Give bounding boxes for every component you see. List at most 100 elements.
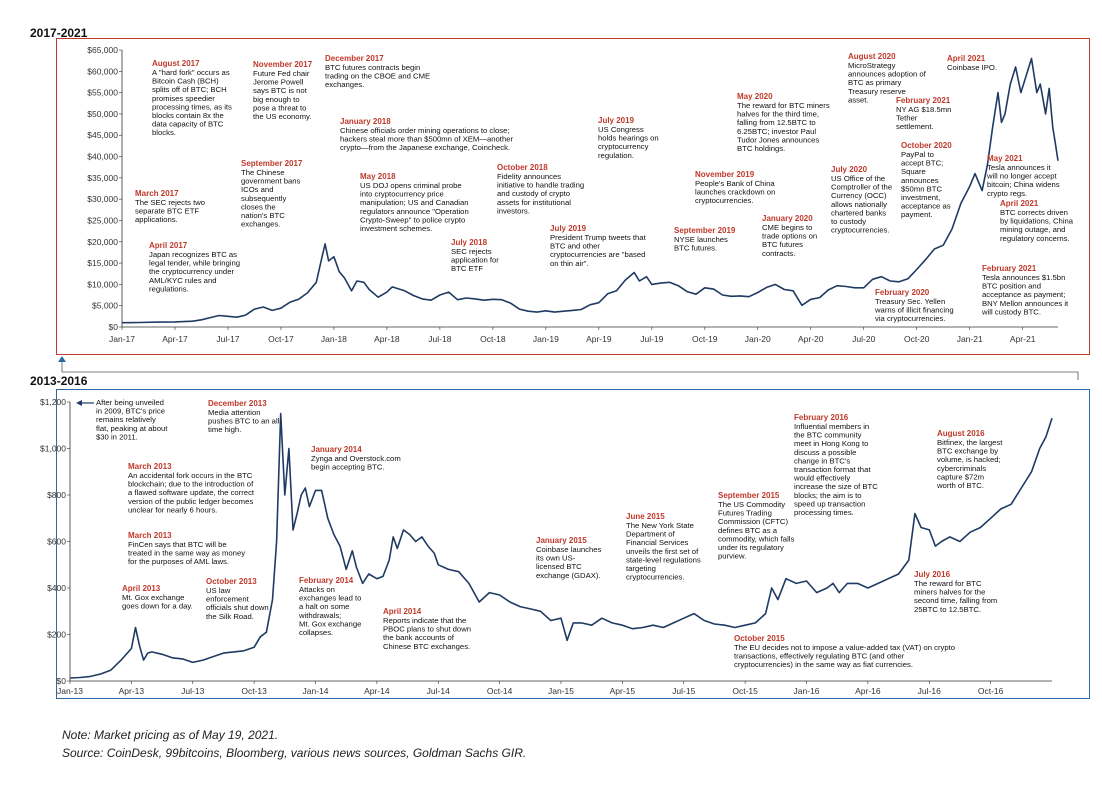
annotation-text: People's Bank of China [695, 179, 775, 188]
annotation-text: splits off of BTC; BCH [152, 85, 227, 94]
annotation-text: blocks; the aim is to [794, 491, 862, 500]
annotation-text: cryptocurrencies are "based [550, 250, 645, 259]
annotation-text: cryptocurrency [598, 142, 649, 151]
x-tick-label: Apr-21 [1010, 334, 1036, 344]
annotation-text: acceptance as payment; [982, 290, 1065, 299]
annotation-text: Treasury Sec. Yellen [875, 297, 945, 306]
annotation-text: cryptocurrencies) in the same way as fia… [734, 660, 913, 669]
annotation-text: exchange (GDAX). [536, 571, 601, 580]
annotation-text: a halt on some [299, 602, 349, 611]
annotation-heading: March 2013 [128, 531, 172, 540]
annotation-text: the US economy. [253, 112, 311, 121]
annotation-text: settlement. [896, 122, 934, 131]
annotation-heading: January 2020 [762, 214, 813, 223]
annotation-text: the cryptocurrency under [149, 267, 234, 276]
annotation-text: worth of BTC. [936, 481, 984, 490]
source-note: Source: CoinDesk, 99bitcoins, Bloomberg,… [62, 746, 527, 760]
annotation-text: acceptance as [901, 202, 951, 211]
annotation-text: The EU decides not to impose a value-add… [734, 643, 955, 652]
annotation-text: US Office of the [831, 174, 885, 183]
annotation-text: bitcoin; China widens [987, 180, 1060, 189]
annotation-text: cryptocurrencies. [626, 573, 685, 582]
annotation-text: Financial Services [626, 538, 689, 547]
x-tick-label: Jul-19 [640, 334, 663, 344]
annotation-text: initiative to handle trading [497, 181, 584, 190]
annotation-text: investment schemes. [360, 224, 432, 233]
y-tick-label: $1,200 [40, 397, 66, 407]
annotation-heading: May 2021 [987, 154, 1023, 163]
y-tick-label: $10,000 [87, 279, 118, 289]
annotation-text: allows nationally [831, 200, 887, 209]
annotation-heading: July 2020 [831, 165, 868, 174]
panel-connector-line [61, 360, 1079, 380]
annotation-heading: July 2019 [550, 224, 587, 233]
annotation-text: Influential members in [794, 422, 869, 431]
annotation-text: BTC corrects driven [1000, 208, 1068, 217]
annotation-text: contracts. [762, 249, 795, 258]
annotation-text: US Congress [598, 125, 644, 134]
annotation-text: falling from 12.5BTC to [737, 118, 816, 127]
annotation-text: Comptroller of the [831, 183, 892, 192]
annotation-text: its own US- [536, 554, 576, 563]
annotation-heading: April 2013 [122, 584, 161, 593]
annotation-text: BTC futures [762, 240, 803, 249]
annotation-heading: December 2017 [325, 54, 384, 63]
x-tick-label: Apr-20 [798, 334, 824, 344]
x-tick-label: Oct-19 [692, 334, 718, 344]
annotation-text: trade options on [762, 232, 817, 241]
annotation-text: nation's BTC [241, 211, 285, 220]
annotation-text: cryptocurrencies. [695, 196, 754, 205]
annotation-text: Tudor Jones announces [737, 135, 819, 144]
x-tick-label: Apr-17 [162, 334, 188, 344]
annotation-heading: April 2021 [1000, 199, 1039, 208]
annotation-text: 25BTC to 12.5BTC. [914, 605, 981, 614]
annotation-text: crypto regs. [987, 189, 1027, 198]
annotation-heading: October 2018 [497, 163, 548, 172]
annotation-text: $30 in 2011. [96, 432, 138, 441]
x-tick-label: Apr-19 [586, 334, 612, 344]
annotation-text: separate BTC ETF [135, 207, 199, 216]
annotation-text: in 2009, BTC's price [96, 407, 165, 416]
annotation-text: to custody [831, 217, 866, 226]
annotation-text: under its regulatory [718, 543, 784, 552]
annotation-text: asset. [848, 95, 869, 104]
annotation-text: NYSE launches [674, 235, 728, 244]
annotation-text: for the purposes of AML laws. [128, 557, 229, 566]
annotation-text: Future Fed chair [253, 69, 310, 78]
y-tick-label: $0 [57, 676, 67, 686]
bottom-period-label: 2013-2016 [30, 374, 88, 388]
annotation-text: mining outage, and [1000, 225, 1065, 234]
annotation-text: officials shut down [206, 603, 269, 612]
annotation-text: regulatory concerns. [1000, 234, 1070, 243]
x-tick-label: Jan-19 [533, 334, 559, 344]
x-tick-label: Jan-15 [548, 686, 574, 696]
annotation-text: begin accepting BTC. [311, 463, 385, 472]
annotation-heading: September 2015 [718, 491, 780, 500]
annotation-text: and custody of crypto [497, 189, 570, 198]
annotation-text: processing times, as its [152, 102, 232, 111]
annotation-text: CME begins to [762, 223, 812, 232]
annotation-text: miners halves for the [914, 588, 985, 597]
x-tick-label: Jan-17 [109, 334, 135, 344]
y-tick-label: $45,000 [87, 130, 118, 140]
annotation-text: Chinese BTC exchanges. [383, 642, 470, 651]
annotation-text: Treasury reserve [848, 87, 906, 96]
annotation-heading: March 2013 [128, 462, 172, 471]
y-tick-label: $60,000 [87, 66, 118, 76]
y-tick-label: $55,000 [87, 88, 118, 98]
annotation-text: exchanges lead to [299, 594, 361, 603]
annotation-text: BTC futures. [674, 244, 717, 253]
